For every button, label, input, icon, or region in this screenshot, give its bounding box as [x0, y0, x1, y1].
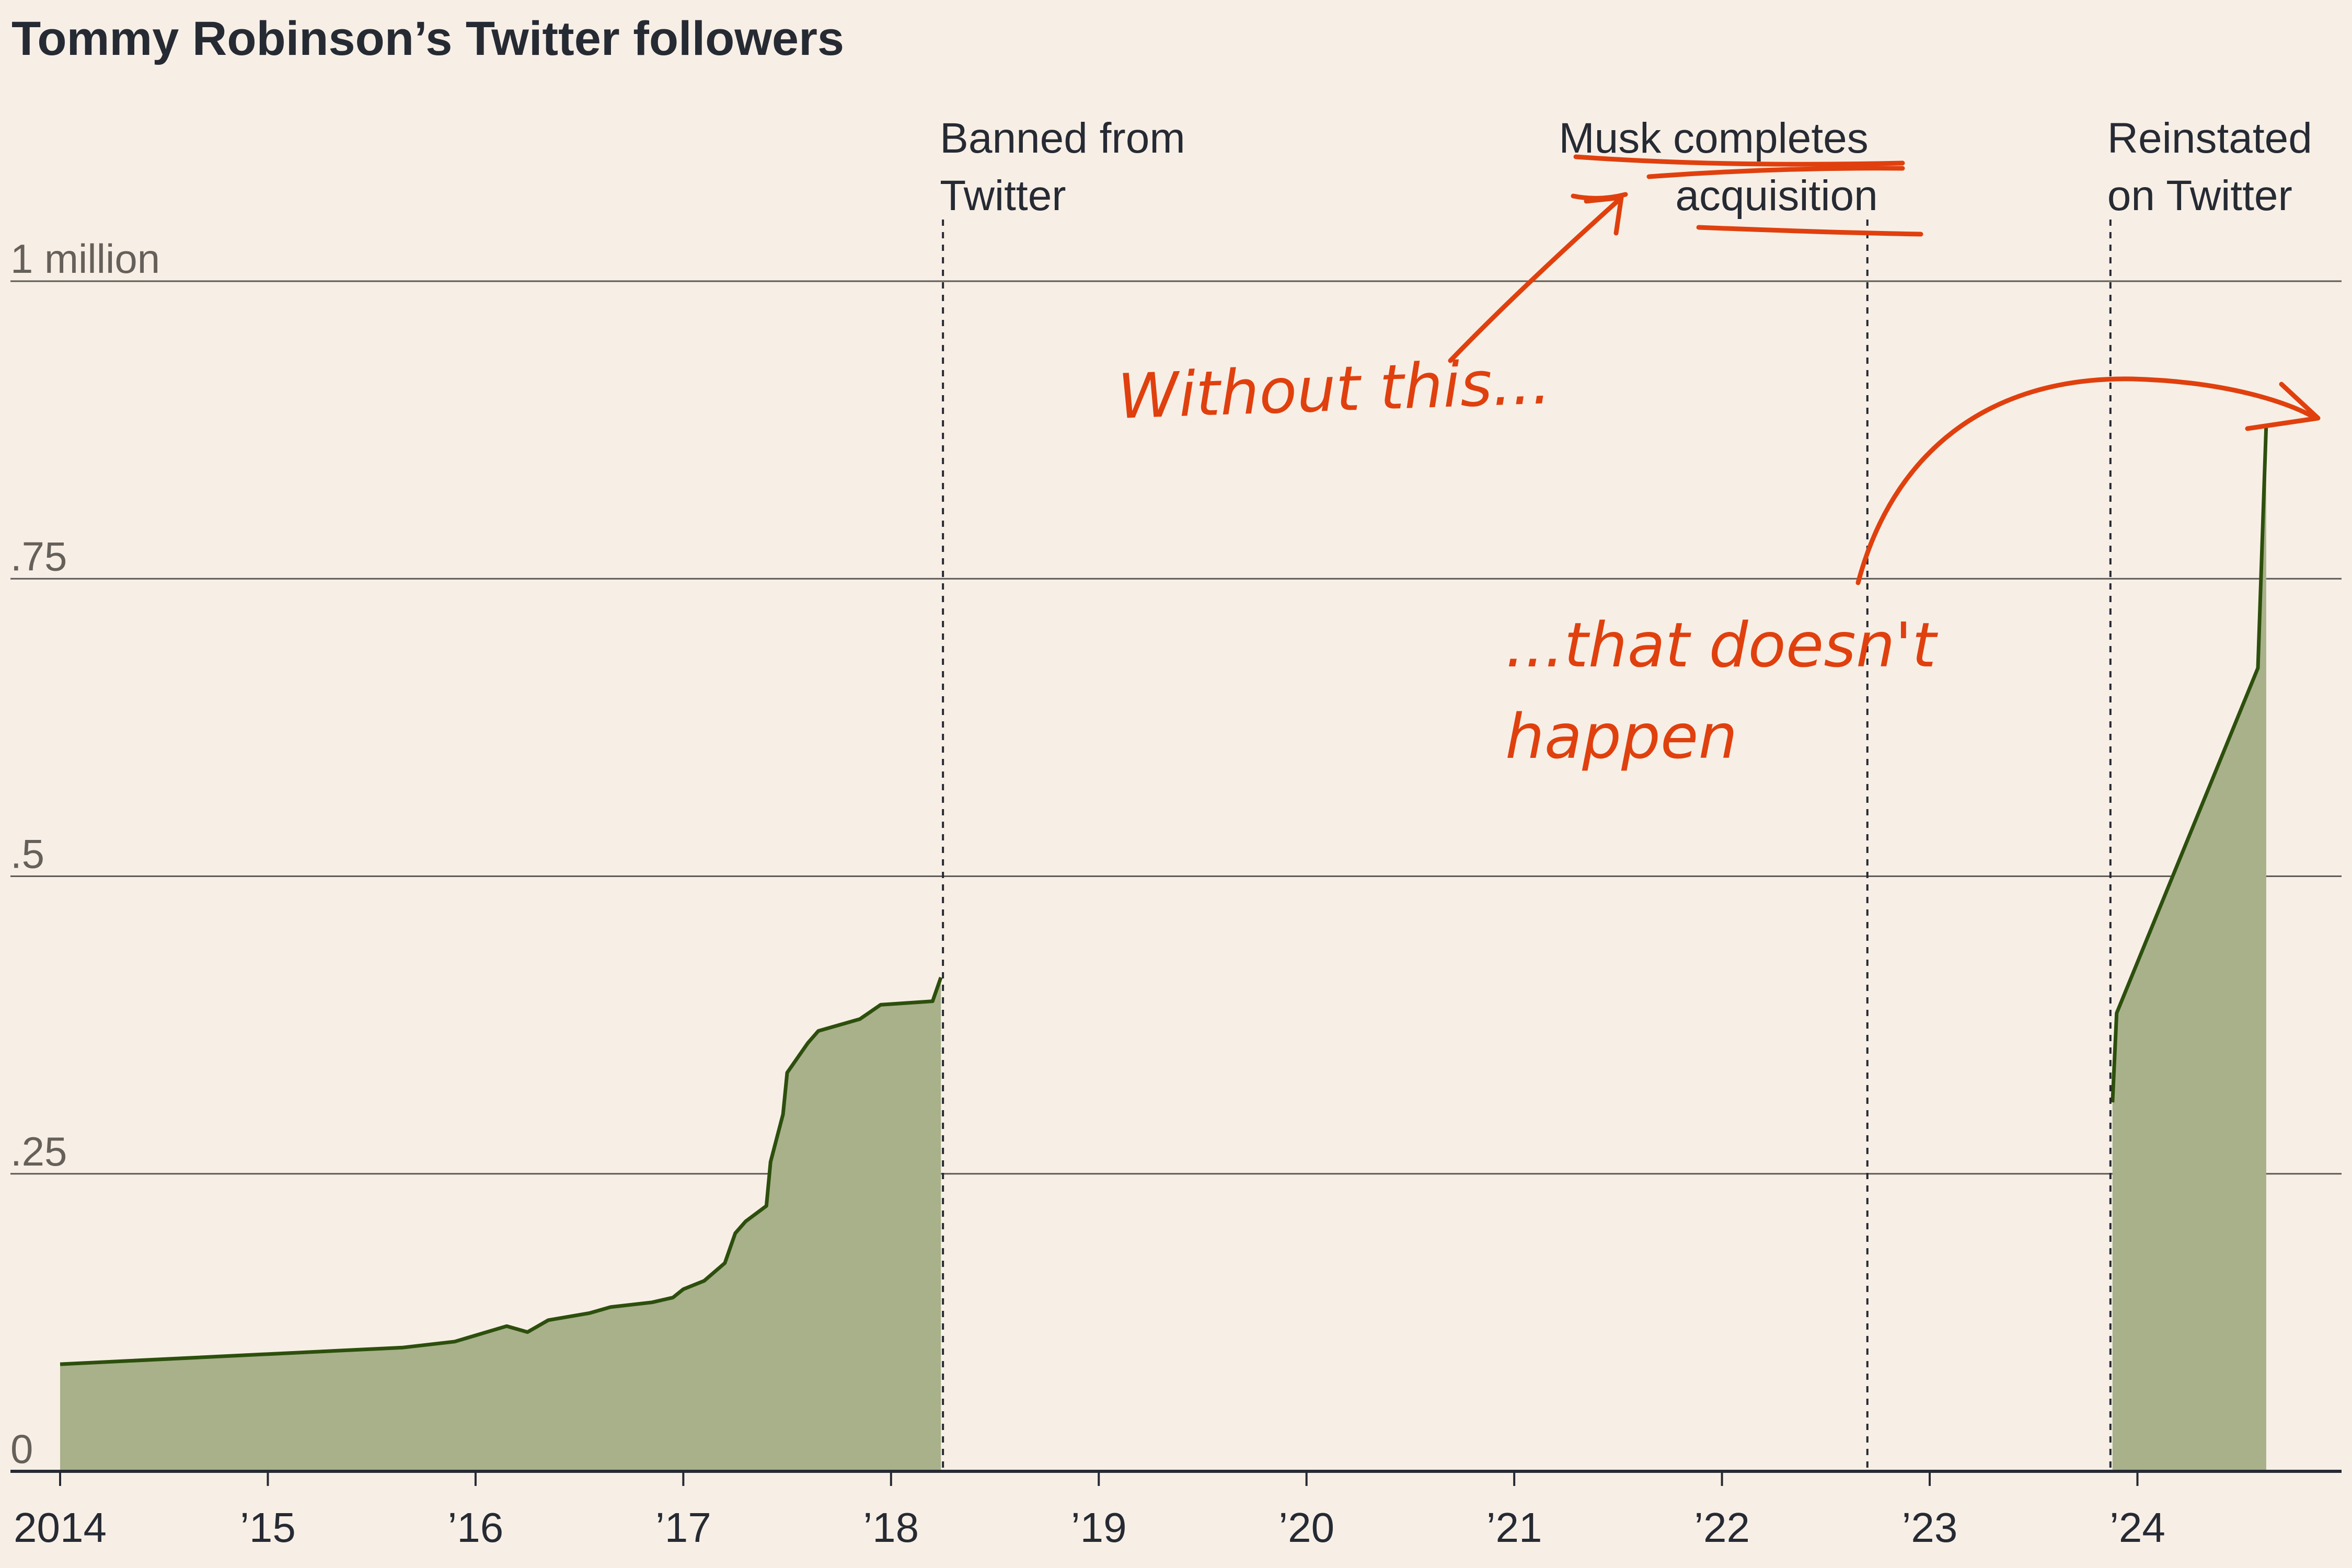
x-tick-label: ’22 [1694, 1504, 1750, 1551]
annotation-that-doesnt: ...that doesn't [1505, 609, 1938, 681]
y-tick-label: .75 [10, 533, 67, 579]
x-tick-label: 2014 [14, 1504, 107, 1551]
annotation-layer: Without this... ...that doesn't happen [1116, 154, 2321, 773]
y-tick-label: 1 million [10, 236, 160, 282]
arrow-without-this [1448, 196, 1623, 363]
underline-musk-2 [1646, 166, 1905, 179]
event-label-line1: Banned from [940, 114, 1185, 162]
grid-layer: 0 .25 .5 .75 1 million [10, 236, 2342, 1472]
arrowhead-that-doesnt [2245, 382, 2321, 431]
event-label-line2: Twitter [940, 172, 1066, 220]
event-label-line2: on Twitter [2107, 172, 2292, 220]
x-tick-label: ’24 [2109, 1504, 2165, 1551]
event-label-line2: acquisition [1675, 172, 1877, 220]
x-tick-label: ’17 [655, 1504, 711, 1551]
event-label-line1: Musk completes [1559, 114, 1868, 162]
x-tick-label: ’19 [1071, 1504, 1127, 1551]
underline-musk-1 [1573, 154, 1905, 167]
y-tick-label: .25 [10, 1128, 67, 1174]
annotation-happen: happen [1505, 700, 1737, 773]
x-tick-label: ’20 [1278, 1504, 1334, 1551]
series-line-0 [60, 976, 943, 1366]
y-tick-label: .5 [10, 831, 44, 877]
arrow-that-doesnt [1855, 376, 2318, 585]
x-tick-label: ’21 [1486, 1504, 1542, 1551]
event-layer: Banned from Twitter Musk completes acquisit… [940, 114, 2312, 1471]
series-area-1 [2112, 424, 2266, 1471]
annotation-without-this: Without this... [1116, 345, 1552, 433]
y-tick-label: 0 [10, 1426, 33, 1472]
area-layer [60, 424, 2268, 1471]
x-tick-label: ’15 [240, 1504, 296, 1551]
underline-tick [1571, 192, 1628, 201]
series-area-0 [60, 977, 941, 1471]
x-tick-label: ’23 [1902, 1504, 1958, 1551]
event-label-line1: Reinstated [2107, 114, 2312, 162]
x-tick-label: ’18 [863, 1504, 919, 1551]
chart-title: Tommy Robinson’s Twitter followers [11, 12, 844, 65]
underline-acquisition [1696, 225, 1923, 237]
series-line-1 [2111, 424, 2268, 1103]
x-tick-label: ’16 [448, 1504, 504, 1551]
axis-layer: 2014 ’15 ’16 ’17 ’18 ’19 ’20 ’21 ’22 ’23 ’24 [10, 1470, 2342, 1551]
